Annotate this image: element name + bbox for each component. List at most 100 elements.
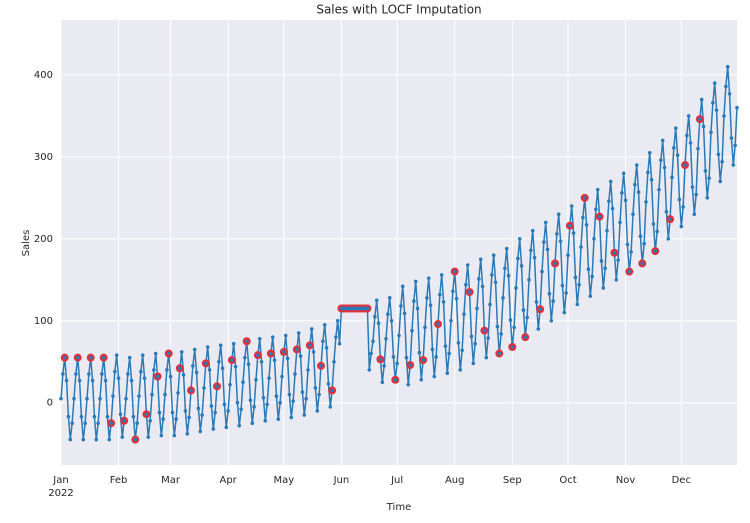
- data-point: [727, 91, 732, 96]
- data-point: [324, 346, 329, 350]
- data-point: [729, 136, 734, 140]
- data-point: [373, 314, 377, 319]
- data-point: [161, 417, 165, 421]
- data-point: [179, 350, 184, 354]
- plot-area: [61, 20, 737, 465]
- data-point: [482, 328, 487, 333]
- data-point: [501, 296, 505, 300]
- data-point: [126, 372, 130, 376]
- data-point: [202, 386, 206, 390]
- data-point: [698, 117, 702, 121]
- data-point: [497, 351, 502, 356]
- data-point: [657, 187, 661, 192]
- data-point: [397, 333, 401, 338]
- data-point: [165, 368, 169, 372]
- data-point: [701, 124, 706, 129]
- data-point: [404, 355, 409, 360]
- data-point: [148, 418, 152, 423]
- data-point: [480, 284, 485, 289]
- data-point: [109, 421, 113, 426]
- data-point: [618, 220, 622, 225]
- data-point: [677, 197, 682, 202]
- data-point: [185, 432, 190, 436]
- data-point: [467, 290, 472, 294]
- data-point: [92, 414, 97, 419]
- data-point: [306, 368, 310, 372]
- data-point: [371, 339, 375, 344]
- y-tick-label: 400: [34, 70, 53, 81]
- data-point: [512, 325, 516, 330]
- data-point: [653, 249, 658, 253]
- data-point: [659, 158, 663, 162]
- data-point: [172, 433, 177, 438]
- data-point: [495, 324, 500, 329]
- data-point: [196, 406, 201, 411]
- data-point: [616, 258, 620, 262]
- data-point: [636, 190, 641, 194]
- data-point: [68, 437, 73, 442]
- data-point: [400, 284, 405, 289]
- data-point: [499, 332, 503, 336]
- data-point: [376, 321, 381, 326]
- data-point: [140, 353, 145, 357]
- data-point: [423, 325, 427, 330]
- data-point: [211, 427, 216, 431]
- data-point: [486, 336, 490, 340]
- data-point: [592, 237, 596, 241]
- x-tick-label: Dec: [672, 475, 691, 486]
- data-point: [105, 414, 110, 419]
- data-point: [265, 402, 269, 407]
- data-point: [675, 153, 680, 158]
- data-point: [152, 368, 156, 372]
- data-point: [137, 394, 141, 398]
- data-point: [298, 354, 303, 358]
- data-point: [633, 182, 637, 187]
- data-point: [519, 264, 524, 268]
- data-point: [575, 302, 580, 307]
- data-point: [577, 282, 581, 287]
- data-point: [660, 138, 665, 143]
- x-tick-label: Nov: [616, 475, 636, 486]
- data-point: [309, 327, 314, 331]
- data-point: [337, 341, 342, 346]
- data-point: [699, 97, 704, 102]
- data-point: [269, 351, 273, 356]
- data-point: [228, 382, 232, 387]
- data-point: [406, 382, 411, 387]
- data-point: [116, 376, 121, 380]
- data-point: [688, 141, 693, 145]
- data-point: [588, 294, 593, 298]
- data-point: [527, 277, 531, 282]
- x-tick-label: Jan: [52, 475, 68, 486]
- data-point: [170, 410, 175, 415]
- x-tick-label: Jul: [390, 475, 403, 486]
- data-point: [135, 421, 139, 426]
- data-point: [620, 191, 624, 195]
- data-point: [278, 400, 282, 405]
- data-point: [649, 178, 654, 182]
- data-point: [590, 274, 594, 279]
- data-point: [662, 165, 667, 170]
- data-point: [582, 196, 587, 200]
- data-point: [410, 328, 414, 333]
- data-point: [233, 364, 238, 369]
- data-point: [291, 399, 295, 403]
- data-point: [627, 269, 632, 274]
- data-point: [75, 355, 80, 360]
- data-point: [209, 404, 214, 408]
- data-point: [430, 347, 435, 352]
- data-point: [469, 334, 474, 339]
- data-point: [560, 283, 565, 288]
- data-point: [311, 350, 316, 354]
- data-point: [270, 335, 275, 339]
- data-point: [703, 168, 708, 173]
- data-point: [625, 242, 630, 247]
- data-point: [504, 246, 509, 251]
- data-point: [367, 368, 372, 372]
- data-point: [551, 299, 555, 303]
- data-point: [246, 362, 251, 366]
- data-point: [114, 353, 119, 357]
- data-point: [293, 372, 297, 376]
- data-point: [389, 318, 394, 323]
- data-point: [521, 308, 526, 312]
